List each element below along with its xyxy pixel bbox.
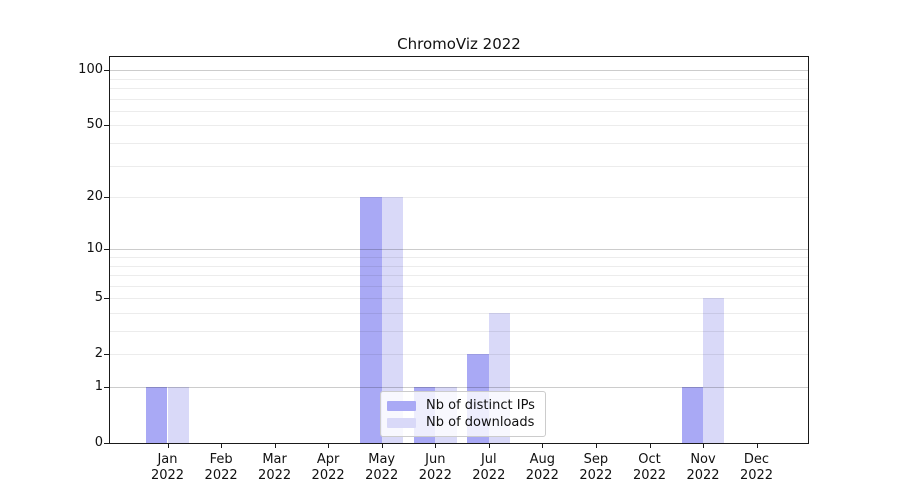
bar-distinct-ips-may bbox=[360, 197, 382, 443]
gridline-y-9 bbox=[110, 257, 808, 258]
gridline-y-8 bbox=[110, 265, 808, 267]
y-tick-label-5: 5 bbox=[94, 290, 103, 306]
gridline-y-2 bbox=[110, 354, 808, 356]
y-tick-mark-5 bbox=[104, 298, 109, 300]
x-tick-label-oct: Oct 2022 bbox=[632, 452, 667, 483]
gridline-y-1 bbox=[110, 387, 808, 388]
gridline-y-5 bbox=[110, 298, 808, 300]
x-tick-label-apr: Apr 2022 bbox=[311, 452, 345, 483]
x-tick-mark-dec bbox=[756, 444, 758, 448]
x-tick-mark-aug bbox=[542, 444, 544, 448]
legend-swatch-downloads bbox=[387, 417, 416, 428]
legend: Nb of distinct IPs Nb of downloads bbox=[380, 391, 546, 437]
x-tick-label-may: May 2022 bbox=[365, 452, 399, 483]
bar-distinct-ips-jan bbox=[146, 387, 168, 443]
x-tick-mark-nov bbox=[703, 444, 704, 448]
gridline-y-10 bbox=[110, 249, 808, 251]
gridline-y-6 bbox=[110, 285, 808, 287]
gridlines-layer bbox=[110, 57, 808, 443]
x-tick-mark-may bbox=[381, 444, 383, 448]
y-tick-mark-10 bbox=[104, 249, 109, 251]
gridline-y-80 bbox=[110, 88, 808, 90]
bar-downloads-jan bbox=[167, 387, 189, 443]
y-tick-mark-1 bbox=[104, 387, 109, 388]
gridline-y-70 bbox=[110, 98, 808, 100]
x-tick-mark-apr bbox=[328, 444, 330, 448]
y-tick-mark-50 bbox=[104, 125, 109, 127]
y-tick-label-50: 50 bbox=[86, 117, 103, 133]
x-tick-mark-jun bbox=[435, 444, 437, 448]
x-tick-mark-jul bbox=[488, 444, 490, 448]
gridline-y-7 bbox=[110, 275, 808, 276]
y-tick-label-100: 100 bbox=[78, 62, 103, 78]
y-tick-label-2: 2 bbox=[94, 346, 103, 362]
y-tick-label-0: 0 bbox=[94, 435, 103, 450]
x-tick-label-jul: Jul 2022 bbox=[472, 452, 506, 483]
y-tick-mark-100 bbox=[104, 70, 109, 72]
gridline-y-3 bbox=[110, 331, 808, 332]
legend-item-downloads: Nb of downloads bbox=[387, 414, 537, 431]
gridline-y-20 bbox=[110, 197, 808, 199]
gridline-y-90 bbox=[110, 78, 808, 80]
x-tick-mark-feb bbox=[221, 444, 223, 448]
x-tick-mark-sep bbox=[595, 444, 597, 448]
gridline-y-50 bbox=[110, 125, 808, 127]
plot-area bbox=[109, 56, 809, 444]
x-tick-label-nov: Nov 2022 bbox=[686, 452, 720, 483]
y-tick-label-10: 10 bbox=[86, 241, 103, 257]
y-tick-label-1: 1 bbox=[94, 379, 103, 394]
bar-downloads-nov bbox=[703, 298, 725, 443]
gridline-y-40 bbox=[110, 143, 808, 145]
x-tick-mark-jan bbox=[167, 444, 169, 448]
chart-title: ChromoViz 2022 bbox=[397, 35, 521, 53]
y-tick-mark-0 bbox=[104, 443, 109, 444]
x-tick-label-mar: Mar 2022 bbox=[258, 452, 292, 483]
x-tick-label-jun: Jun 2022 bbox=[418, 452, 452, 483]
x-tick-label-jan: Jan 2022 bbox=[150, 452, 185, 483]
legend-label-downloads: Nb of downloads bbox=[426, 415, 535, 430]
x-tick-mark-mar bbox=[274, 444, 276, 448]
legend-item-distinct-ips: Nb of distinct IPs bbox=[387, 397, 537, 414]
x-tick-label-feb: Feb 2022 bbox=[204, 452, 238, 483]
y-tick-mark-20 bbox=[104, 197, 109, 199]
y-tick-label-20: 20 bbox=[86, 189, 103, 205]
legend-swatch-distinct-ips bbox=[387, 400, 416, 411]
gridline-y-100 bbox=[110, 70, 808, 72]
bar-downloads-may bbox=[381, 197, 404, 443]
gridline-y-30 bbox=[110, 165, 808, 167]
x-tick-label-aug: Aug 2022 bbox=[525, 452, 559, 483]
x-tick-label-sep: Sep 2022 bbox=[579, 452, 613, 483]
gridline-y-4 bbox=[110, 313, 808, 314]
x-tick-label-dec: Dec 2022 bbox=[739, 452, 774, 483]
x-tick-mark-oct bbox=[649, 444, 651, 448]
gridline-y-60 bbox=[110, 111, 808, 112]
legend-label-distinct-ips: Nb of distinct IPs bbox=[426, 398, 535, 413]
y-tick-mark-2 bbox=[104, 354, 109, 356]
bar-distinct-ips-nov bbox=[681, 387, 703, 443]
